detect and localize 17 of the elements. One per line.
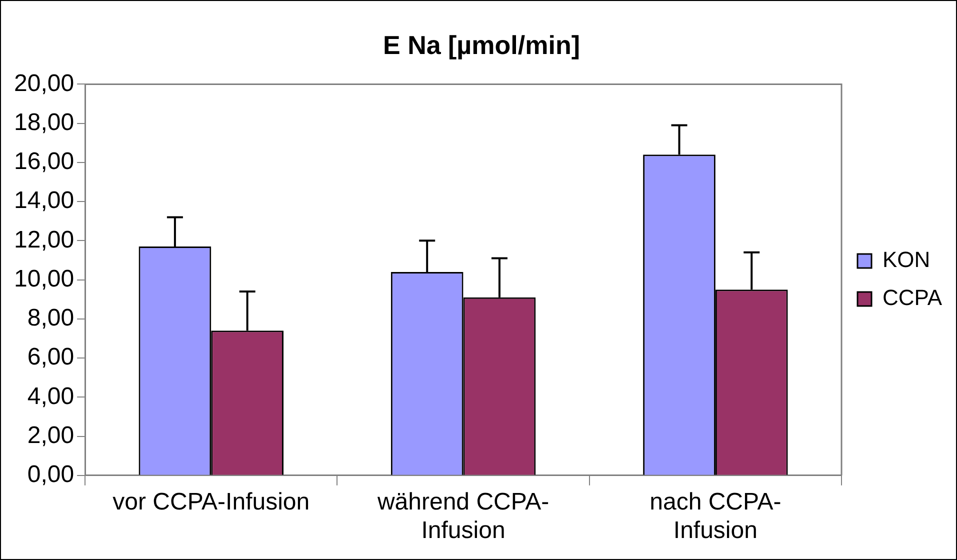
y-tick-label: 4,00 bbox=[27, 382, 74, 410]
x-tick-label: vor CCPA-Infusion bbox=[112, 488, 310, 516]
y-tick-label: 12,00 bbox=[14, 226, 74, 254]
y-tick-label: 8,00 bbox=[27, 304, 74, 332]
x-tick-label: nach CCPA-Infusion bbox=[650, 488, 782, 544]
y-tick-label: 2,00 bbox=[27, 422, 74, 449]
legend-label: CCPA bbox=[882, 285, 942, 310]
x-tick-label: während CCPA-Infusion bbox=[376, 488, 550, 544]
y-tick-label: 14,00 bbox=[14, 187, 74, 214]
y-tick-label: 20,00 bbox=[14, 70, 74, 97]
chart-title: E Na [µmol/min] bbox=[383, 30, 580, 60]
y-tick-label: 6,00 bbox=[27, 344, 74, 371]
y-tick-label: 10,00 bbox=[14, 265, 74, 292]
y-tick-label: 18,00 bbox=[14, 108, 74, 136]
legend-label: KON bbox=[882, 247, 930, 272]
y-tick-label: 0,00 bbox=[27, 461, 74, 488]
y-tick-label: 16,00 bbox=[14, 148, 74, 176]
